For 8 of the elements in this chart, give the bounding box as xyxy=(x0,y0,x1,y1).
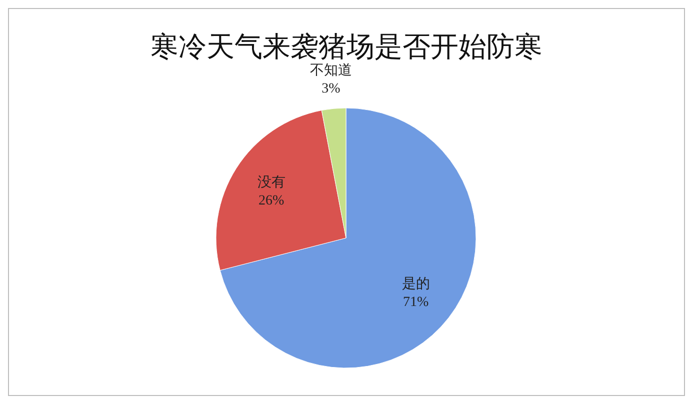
chart-title: 寒冷天气来袭猪场是否开始防寒 xyxy=(150,32,542,63)
slice-label: 不知道 xyxy=(310,62,352,79)
data-label: 3% xyxy=(322,82,341,97)
data-label: 26% xyxy=(258,194,285,209)
pie-slice xyxy=(220,108,476,368)
slice-label: 是的 xyxy=(402,276,430,292)
slice-label: 没有 xyxy=(257,174,286,191)
data-label: 71% xyxy=(403,295,430,310)
